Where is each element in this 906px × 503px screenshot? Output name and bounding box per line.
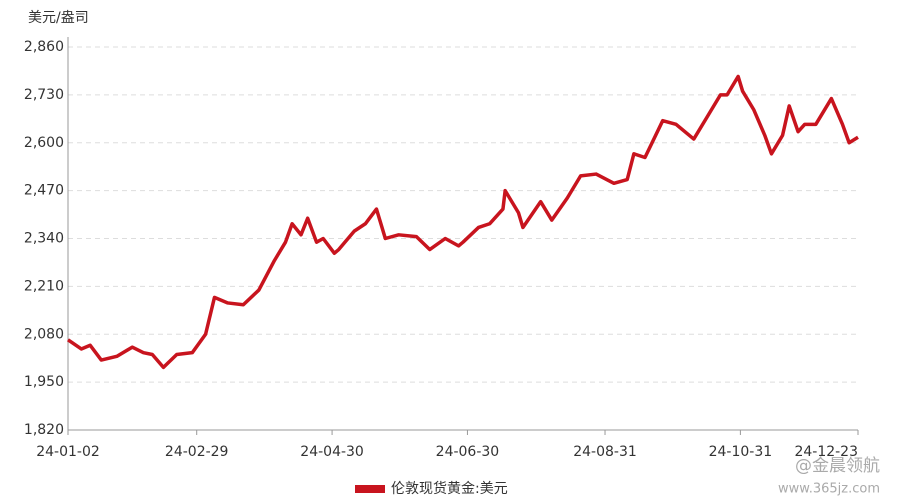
legend-label: 伦敦现货黄金:美元 — [391, 480, 508, 497]
y-tick-label: 1,950 — [24, 374, 64, 390]
y-tick-label: 2,340 — [24, 231, 64, 247]
legend-swatch — [355, 485, 385, 493]
x-tick-label: 24-06-30 — [436, 444, 500, 460]
x-tick-label: 24-01-02 — [36, 444, 100, 460]
y-tick-label: 2,860 — [24, 39, 64, 55]
watermark: @金晨领航 — [795, 456, 880, 476]
y-tick-label: 2,730 — [24, 87, 64, 103]
y-tick-label: 1,820 — [24, 422, 64, 438]
x-tick-label: 24-04-30 — [300, 444, 364, 460]
watermark: www.365jz.com — [778, 482, 880, 497]
x-tick-label: 24-02-29 — [165, 444, 229, 460]
y-tick-label: 2,470 — [24, 183, 64, 199]
y-axis-label: 美元/盎司 — [28, 10, 89, 26]
x-tick-label: 24-12-23 — [794, 444, 858, 460]
y-tick-label: 2,080 — [24, 326, 64, 342]
y-tick-label: 2,210 — [24, 278, 64, 294]
series-line — [67, 74, 859, 370]
x-tick-label: 24-08-31 — [573, 444, 637, 460]
y-tick-label: 2,600 — [24, 135, 64, 151]
x-tick-label: 24-10-31 — [709, 444, 773, 460]
